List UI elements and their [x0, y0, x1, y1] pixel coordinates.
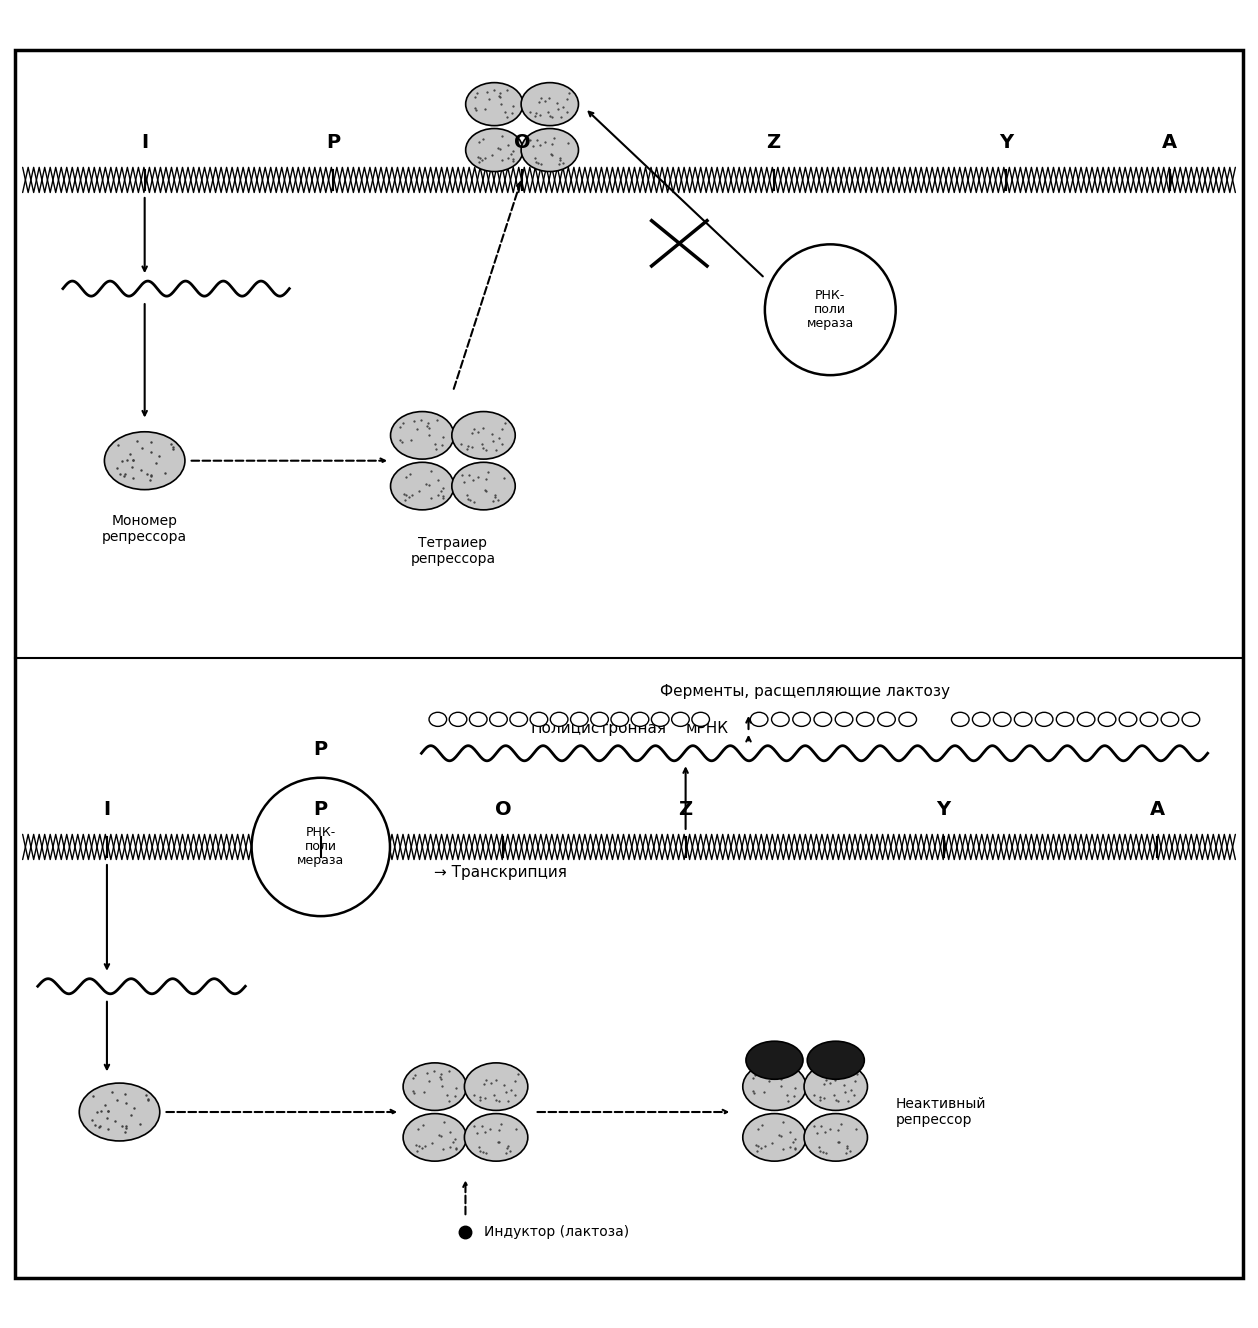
Text: Ферменты, расщепляющие лактозу: Ферменты, расщепляющие лактозу	[660, 684, 950, 699]
Ellipse shape	[951, 712, 969, 726]
Ellipse shape	[390, 462, 454, 510]
Ellipse shape	[464, 1062, 528, 1110]
Ellipse shape	[994, 712, 1011, 726]
Text: Неактивный
репрессор: Неактивный репрессор	[896, 1097, 986, 1127]
Ellipse shape	[899, 712, 917, 726]
Text: O: O	[494, 801, 512, 819]
Ellipse shape	[489, 712, 507, 726]
Text: I: I	[103, 801, 111, 819]
Text: P: P	[326, 133, 341, 153]
Ellipse shape	[835, 712, 853, 726]
Ellipse shape	[1057, 712, 1074, 726]
Ellipse shape	[571, 712, 589, 726]
Text: Z: Z	[766, 133, 781, 153]
Ellipse shape	[1183, 712, 1200, 726]
Text: A: A	[1162, 133, 1177, 153]
Ellipse shape	[692, 712, 710, 726]
Text: РНК-
поли
мераза: РНК- поли мераза	[806, 290, 854, 331]
Ellipse shape	[972, 712, 990, 726]
Ellipse shape	[771, 712, 789, 726]
Text: Полицистронная: Полицистронная	[531, 721, 667, 736]
Text: I: I	[141, 133, 148, 153]
Text: РНК-
поли
мераза: РНК- поли мераза	[297, 826, 345, 867]
Ellipse shape	[403, 1062, 467, 1110]
Text: A: A	[1150, 801, 1165, 819]
Ellipse shape	[465, 82, 523, 126]
Ellipse shape	[1161, 712, 1179, 726]
Ellipse shape	[464, 1114, 528, 1161]
Text: Y: Y	[999, 133, 1014, 153]
Ellipse shape	[611, 712, 629, 726]
Ellipse shape	[452, 412, 516, 459]
Ellipse shape	[804, 1114, 868, 1161]
Ellipse shape	[252, 778, 390, 916]
Ellipse shape	[857, 712, 874, 726]
Text: Тетраиер
репрессора: Тетраиер репрессора	[410, 537, 496, 566]
Ellipse shape	[1120, 712, 1137, 726]
Text: Z: Z	[678, 801, 693, 819]
Text: O: O	[513, 133, 531, 153]
Ellipse shape	[79, 1084, 160, 1141]
Ellipse shape	[652, 712, 669, 726]
Ellipse shape	[765, 244, 896, 376]
Ellipse shape	[808, 1041, 864, 1080]
Ellipse shape	[591, 712, 609, 726]
Ellipse shape	[742, 1062, 806, 1110]
Ellipse shape	[672, 712, 689, 726]
Ellipse shape	[804, 1062, 868, 1110]
Ellipse shape	[530, 712, 547, 726]
Ellipse shape	[452, 462, 516, 510]
Ellipse shape	[521, 82, 579, 126]
Ellipse shape	[814, 712, 832, 726]
Ellipse shape	[429, 712, 447, 726]
Text: Мономер
репрессора: Мономер репрессора	[102, 514, 187, 543]
Ellipse shape	[465, 129, 523, 171]
Ellipse shape	[1140, 712, 1157, 726]
Text: P: P	[313, 801, 328, 819]
Text: P: P	[313, 740, 328, 758]
Ellipse shape	[403, 1114, 467, 1161]
Text: Y: Y	[936, 801, 951, 819]
Ellipse shape	[550, 712, 567, 726]
Ellipse shape	[449, 712, 467, 726]
Ellipse shape	[793, 712, 810, 726]
Ellipse shape	[742, 1114, 806, 1161]
Ellipse shape	[746, 1041, 803, 1080]
Ellipse shape	[469, 712, 487, 726]
Text: мРНК: мРНК	[686, 721, 728, 736]
Ellipse shape	[509, 712, 527, 726]
Ellipse shape	[1014, 712, 1032, 726]
Ellipse shape	[632, 712, 649, 726]
Text: → Транскрипция: → Транскрипция	[434, 865, 567, 879]
Ellipse shape	[521, 129, 579, 171]
Ellipse shape	[878, 712, 896, 726]
Ellipse shape	[390, 412, 454, 459]
Ellipse shape	[1035, 712, 1053, 726]
Ellipse shape	[1098, 712, 1116, 726]
Ellipse shape	[750, 712, 767, 726]
Ellipse shape	[1077, 712, 1094, 726]
Text: Индуктор (лактоза): Индуктор (лактоза)	[484, 1226, 629, 1239]
Ellipse shape	[104, 432, 185, 490]
